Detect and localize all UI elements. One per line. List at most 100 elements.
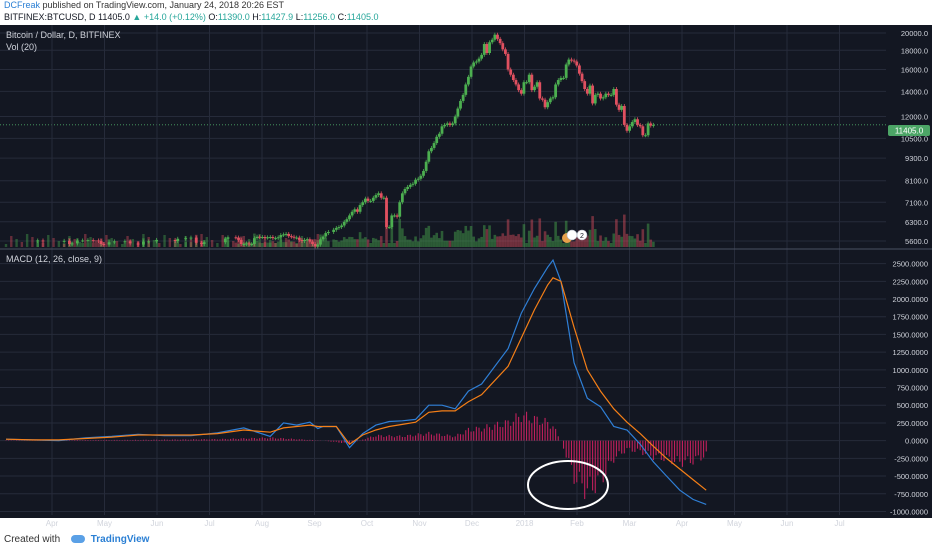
volume-bar — [361, 238, 365, 247]
candle-body — [337, 227, 341, 229]
candle-body — [641, 126, 645, 136]
volume-bar — [435, 232, 439, 247]
candle-body — [422, 170, 425, 176]
candle-body — [316, 244, 320, 247]
volume-bar — [467, 230, 470, 247]
candle-body — [527, 74, 531, 83]
candle-body — [514, 80, 518, 85]
candle-body — [348, 215, 351, 220]
candle-body — [464, 84, 468, 95]
volume-bar — [105, 235, 108, 247]
volume-bar — [189, 242, 193, 247]
volume-bar — [371, 237, 375, 247]
volume-bar — [398, 219, 402, 247]
volume-bar — [408, 239, 412, 247]
volume-bar — [586, 235, 589, 247]
price-badge-box — [888, 125, 930, 136]
author-link[interactable]: DCFreak — [4, 0, 41, 10]
volume-bar — [633, 238, 637, 247]
volume-bar — [274, 243, 277, 247]
candle-body — [377, 193, 380, 196]
tradingview-brand[interactable]: TradingView — [90, 534, 150, 545]
volume-bar — [416, 241, 420, 247]
candle-body — [419, 175, 423, 179]
volume-bar — [41, 243, 45, 247]
hand-drawn-circle-annotation[interactable] — [527, 460, 609, 510]
candle-body — [260, 237, 264, 239]
volume-bar — [562, 243, 565, 247]
candle-body — [268, 237, 272, 239]
candle-body — [147, 241, 151, 243]
price-tick-label: 12000.0 — [901, 113, 928, 122]
event-badges[interactable]: 2 — [562, 229, 588, 243]
macd-tick-label: -250.0000 — [894, 454, 928, 463]
volume-bar — [559, 239, 563, 247]
candle-body — [70, 243, 74, 245]
symbol-ticker[interactable]: BITFINEX:BTCUSD, D — [4, 12, 96, 22]
volume-bar — [284, 238, 288, 247]
candle-body — [142, 241, 145, 245]
price-badge: 11405.0 — [888, 125, 930, 136]
candle-body — [535, 82, 539, 87]
volume-bar — [335, 239, 338, 247]
volume-bar — [533, 237, 536, 247]
volume-bar — [20, 242, 24, 247]
volume-bar — [232, 241, 235, 247]
candle-body — [189, 237, 193, 239]
candle-body — [575, 61, 579, 66]
signal-line — [5, 277, 707, 491]
chart-canvas[interactable]: 5600.0 6300.0 7100.0 8100.0 9300.0 10500.0 120… — [0, 25, 932, 530]
candle-body — [451, 123, 454, 125]
time-tick-label: Feb — [570, 519, 584, 528]
volume-bar — [369, 243, 372, 247]
candle-body — [533, 86, 536, 91]
volume-bar — [279, 239, 283, 247]
volume-bar — [477, 238, 481, 247]
time-tick-label: May — [727, 519, 742, 528]
ideas-count-icon[interactable] — [576, 229, 588, 241]
volume-bar — [295, 243, 298, 247]
candle-body — [81, 240, 85, 242]
volume-bar — [350, 237, 354, 247]
candle-body — [321, 236, 325, 240]
time-tick-label: 2018 — [516, 519, 534, 528]
volume-bar — [300, 241, 304, 247]
volume-bar — [504, 235, 507, 247]
time-tick-label: Jul — [204, 519, 214, 528]
candle-body — [493, 34, 497, 40]
candle-body — [266, 237, 269, 239]
candle-body — [379, 193, 383, 198]
candle-body — [282, 234, 285, 236]
chat-bubble-icon[interactable] — [566, 229, 578, 241]
volume-bar — [480, 236, 483, 247]
volume-bar — [327, 241, 330, 247]
volume-bar — [345, 238, 349, 247]
volume-bar — [176, 239, 180, 247]
candle-body — [615, 89, 618, 105]
candle-body — [453, 116, 457, 124]
candle-body — [646, 123, 650, 136]
footer: Created with TradingView — [0, 530, 932, 550]
volume-label: Vol (20) — [6, 42, 37, 52]
candle-body — [546, 102, 550, 108]
candle-body — [430, 147, 433, 152]
candle-body — [363, 198, 367, 203]
candle-body — [596, 93, 600, 95]
candle-body — [461, 94, 465, 101]
time-tick-label: Apr — [46, 519, 59, 528]
candle-body — [387, 227, 391, 229]
volume-bar — [266, 242, 269, 247]
volume-bar — [519, 237, 523, 247]
volume-bar — [284, 242, 288, 247]
candle-body — [644, 135, 647, 137]
volume-bar — [601, 241, 605, 247]
candle-body — [622, 105, 626, 125]
candle-body — [239, 239, 243, 245]
candle-body — [588, 85, 592, 94]
candle-body — [506, 53, 510, 70]
volume-bar — [15, 239, 18, 247]
candle-body — [411, 183, 415, 185]
candle-body — [485, 44, 489, 53]
candle-body — [408, 184, 412, 187]
volume-bar — [379, 236, 383, 247]
